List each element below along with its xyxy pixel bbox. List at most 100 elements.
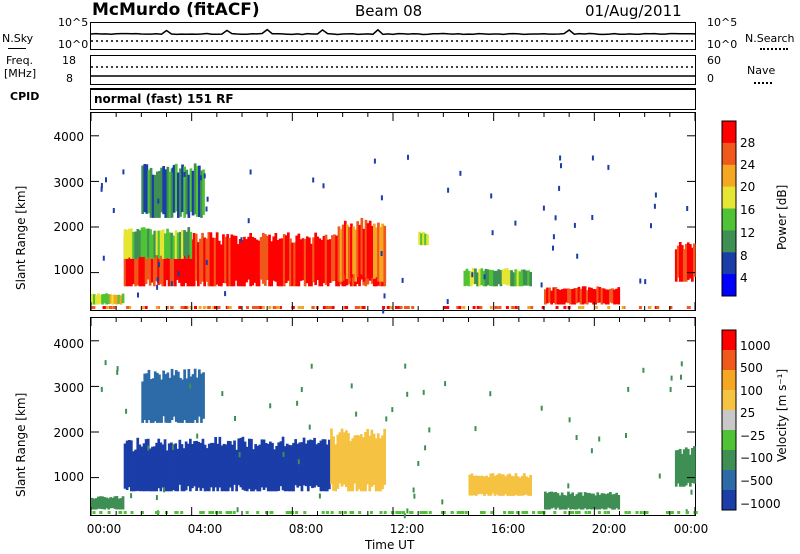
- power-cell-0-27: [180, 240, 183, 287]
- power-cell-7-5: [554, 287, 558, 305]
- velocity-ground-113: [603, 511, 607, 514]
- power-cell-3-1: [93, 294, 96, 305]
- velocity-cell-6-4: [682, 449, 686, 487]
- velocity-cell-2-0: [91, 497, 94, 510]
- power-ground-64: [238, 306, 242, 309]
- power-cell-0-79: [289, 238, 292, 287]
- velocity-cell-3-21: [185, 378, 189, 423]
- power-noise-13: [446, 299, 449, 305]
- power-cell-0-19: [163, 238, 167, 287]
- velocity-noise-24: [669, 387, 672, 392]
- velocity-ground-61: [686, 511, 690, 514]
- velocity-cell-1-12: [355, 435, 359, 492]
- power-cell-1-21: [168, 232, 171, 259]
- power-cell-7-11: [567, 288, 570, 304]
- power-cell-1-2: [128, 228, 131, 258]
- velocity-ground-106: [459, 511, 463, 514]
- velocity-noise-53: [163, 487, 165, 493]
- velocity-ground-41: [155, 511, 158, 514]
- power-cell-0-56: [241, 240, 244, 287]
- velocity-cell-0-70: [271, 442, 274, 492]
- velocity-noise-34: [690, 489, 693, 495]
- velocity-cell-0-44: [216, 443, 220, 492]
- power-cell-0-2: [127, 244, 131, 287]
- velocity-ground-119: [369, 511, 373, 514]
- power-ground-98: [444, 306, 447, 309]
- velocity-noise-19: [318, 493, 321, 499]
- velocity-cell-2-13: [117, 498, 121, 510]
- velocity-cell-0-52: [233, 440, 236, 485]
- power-cell-5-4: [426, 234, 429, 246]
- power-ground-55: [126, 306, 130, 309]
- velocity-cell-0-67: [264, 443, 268, 488]
- velocity-cell-0-66: [262, 439, 266, 490]
- power-cell-8-0: [674, 249, 678, 282]
- xtick-6: 00:00: [673, 522, 709, 536]
- power-cell-7-17: [579, 288, 583, 305]
- freq-strip: [90, 55, 696, 85]
- velocity-noise-0: [221, 391, 224, 397]
- power-colorbar-swatch-3: [722, 186, 736, 209]
- velocity-ytick-3000: 3000: [53, 381, 84, 395]
- power-cell-0-87: [305, 236, 309, 284]
- velocity-noise-30: [172, 445, 175, 450]
- power-cell-7-8: [560, 289, 564, 305]
- velocity-cell-2-12: [115, 496, 119, 510]
- velocity-noise-18: [540, 405, 543, 411]
- velocity-ground-101: [450, 511, 454, 514]
- velocity-cell-2-5: [101, 496, 104, 510]
- velocity-cell-1-22: [376, 433, 380, 492]
- power-cell-0-46: [220, 244, 223, 287]
- power-cell-6-13: [491, 269, 494, 287]
- velocity-noise-58: [296, 400, 299, 406]
- power-cell-1-7: [138, 230, 142, 257]
- power-cell-7-28: [602, 288, 606, 304]
- velocity-cell-2-7: [105, 497, 108, 509]
- velocity-cell-0-43: [214, 437, 217, 488]
- power-ground-91: [272, 306, 276, 309]
- velocity-ground-99: [175, 511, 179, 514]
- power-ground-24: [594, 306, 598, 309]
- power-noise-58: [644, 279, 647, 285]
- power-cell-4-9: [160, 167, 163, 213]
- velocity-noise-48: [155, 495, 158, 501]
- power-cell-2-1: [339, 229, 343, 282]
- velocity-noise-1: [413, 493, 416, 499]
- power-cell-3-3: [97, 293, 100, 305]
- velocity-cell-0-53: [235, 449, 238, 492]
- velocity-cell-3-18: [179, 377, 182, 423]
- velocity-colorbar-swatch-7: [722, 470, 736, 491]
- power-cell-6-30: [527, 270, 530, 286]
- power-cbar-tick-28: 28: [740, 136, 756, 150]
- power-cell-0-78: [287, 232, 290, 281]
- power-cell-0-74: [278, 238, 282, 287]
- power-noise-36: [559, 155, 562, 161]
- velocity-cell-0-82: [296, 443, 300, 488]
- power-noise-50: [654, 192, 657, 198]
- power-ground-102: [256, 306, 260, 309]
- velocity-cell-0-64: [258, 444, 262, 492]
- velocity-noise-17: [441, 499, 444, 505]
- velocity-cell-0-23: [172, 444, 175, 491]
- velocity-ground-90: [521, 511, 525, 514]
- velocity-ground-66: [442, 511, 446, 514]
- velocity-colorbar-swatch-8: [722, 490, 736, 511]
- power-cell-0-40: [207, 232, 211, 287]
- power-ground-41: [669, 306, 673, 309]
- power-ground-99: [362, 306, 366, 309]
- power-cell-0-75: [280, 238, 284, 287]
- power-cell-6-6: [476, 272, 479, 287]
- velocity-ground-16: [597, 511, 601, 514]
- velocity-cell-0-26: [178, 439, 182, 485]
- power-cell-6-1: [465, 268, 469, 286]
- power-cell-1-6: [136, 229, 140, 259]
- velocity-cell-5-3: [550, 491, 553, 509]
- power-cell-2-2: [341, 224, 345, 281]
- power-colorbar-swatch-5: [722, 230, 736, 253]
- power-cell-4-28: [200, 170, 203, 218]
- velocity-cell-5-19: [583, 492, 587, 509]
- power-ground-119: [155, 306, 159, 309]
- power-noise-46: [224, 291, 227, 297]
- velocity-cell-3-3: [147, 369, 151, 420]
- velocity-cell-0-63: [256, 445, 260, 492]
